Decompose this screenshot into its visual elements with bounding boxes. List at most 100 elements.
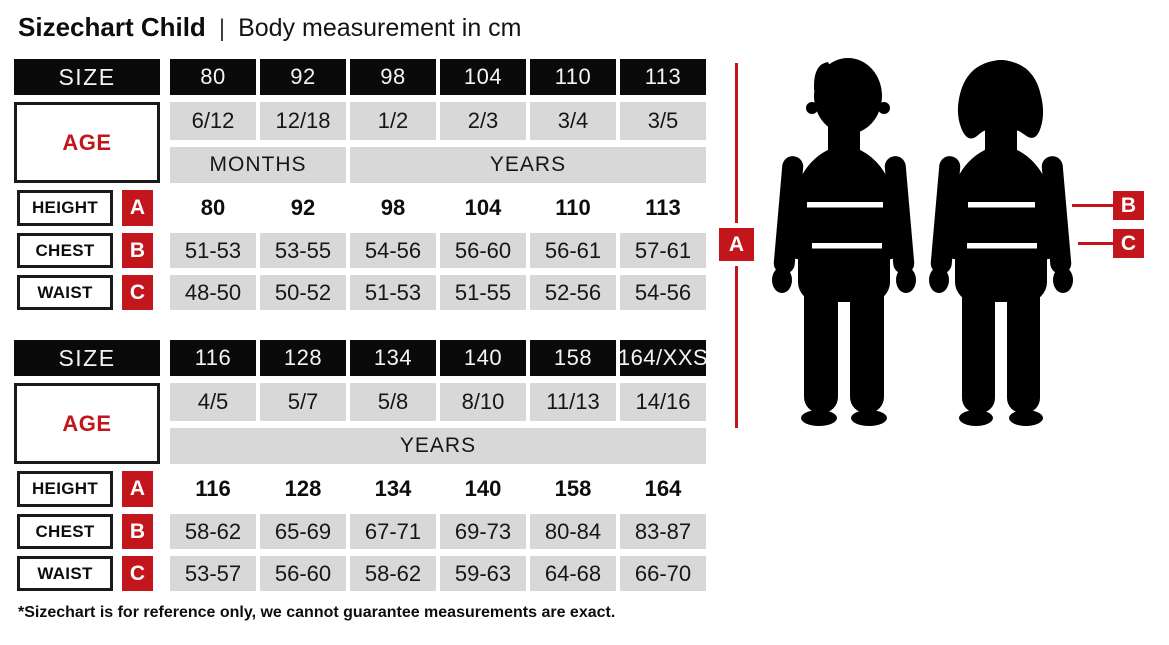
waist-value-cell: 51-55 [440, 275, 526, 310]
waist-row-label: WAIST C [14, 556, 166, 591]
chest-value-cell: 69-73 [440, 514, 526, 549]
waist-badge: C [1113, 229, 1144, 258]
height-badge: A [719, 228, 754, 261]
measure-label-box: CHEST [17, 514, 113, 549]
height-row-label: HEIGHT A [14, 471, 166, 507]
chest-value-cell: 54-56 [350, 233, 436, 268]
age-value-cell: 4/5 [170, 383, 256, 421]
title-divider: | [218, 15, 226, 42]
age-unit-years-cell: YEARS [350, 147, 706, 183]
size-header-cell: SIZE [14, 59, 160, 95]
size-value-cell: 110 [530, 59, 616, 95]
measure-label-box: HEIGHT [17, 190, 113, 226]
height-value-cell: 116 [170, 471, 256, 507]
size-value-cell: 140 [440, 340, 526, 376]
height-value-cell: 104 [440, 190, 526, 226]
age-value-cell: 1/2 [350, 102, 436, 140]
size-value-cell: 128 [260, 340, 346, 376]
height-measure-line-upper [735, 63, 738, 223]
measure-badge-c: C [122, 556, 153, 591]
chest-measure-line [1072, 204, 1113, 207]
measure-badge-a: A [122, 190, 153, 226]
measure-badge-b: B [122, 233, 153, 268]
waist-value-cell: 48-50 [170, 275, 256, 310]
chest-value-cell: 53-55 [260, 233, 346, 268]
measure-label-box: HEIGHT [17, 471, 113, 507]
height-value-cell: 158 [530, 471, 616, 507]
girl-silhouette-icon [929, 60, 1073, 426]
waist-value-cell: 66-70 [620, 556, 706, 591]
waist-value-cell: 52-56 [530, 275, 616, 310]
waist-value-cell: 54-56 [620, 275, 706, 310]
chest-value-cell: 51-53 [170, 233, 256, 268]
waist-row-label: WAIST C [14, 275, 166, 310]
age-header-cell: AGE [14, 102, 160, 183]
measure-badge-c: C [122, 275, 153, 310]
height-measure-line-lower [735, 266, 738, 428]
age-unit-years-cell: YEARS [170, 428, 706, 464]
height-row-label: HEIGHT A [14, 190, 166, 226]
age-value-cell: 5/7 [260, 383, 346, 421]
chest-badge: B [1113, 191, 1144, 220]
size-value-cell: 164/XXS [618, 340, 708, 376]
measure-label-box: WAIST [17, 556, 113, 591]
height-value-cell: 164 [620, 471, 706, 507]
size-value-cell: 113 [620, 59, 706, 95]
height-value-cell: 113 [620, 190, 706, 226]
chest-value-cell: 56-61 [530, 233, 616, 268]
size-value-cell: 98 [350, 59, 436, 95]
waist-value-cell: 59-63 [440, 556, 526, 591]
age-value-cell: 2/3 [440, 102, 526, 140]
waist-value-cell: 53-57 [170, 556, 256, 591]
chest-value-cell: 56-60 [440, 233, 526, 268]
age-value-cell: 8/10 [440, 383, 526, 421]
size-value-cell: 116 [170, 340, 256, 376]
height-value-cell: 128 [260, 471, 346, 507]
boy-silhouette-icon [772, 58, 916, 426]
size-value-cell: 134 [350, 340, 436, 376]
chest-row-label: CHEST B [14, 514, 166, 549]
waist-value-cell: 58-62 [350, 556, 436, 591]
chest-value-cell: 65-69 [260, 514, 346, 549]
waist-value-cell: 51-53 [350, 275, 436, 310]
age-value-cell: 5/8 [350, 383, 436, 421]
chest-value-cell: 83-87 [620, 514, 706, 549]
height-value-cell: 80 [170, 190, 256, 226]
age-value-cell: 3/5 [620, 102, 706, 140]
chest-value-cell: 67-71 [350, 514, 436, 549]
height-value-cell: 92 [260, 190, 346, 226]
chest-value-cell: 80-84 [530, 514, 616, 549]
size-table-toddler: SIZE 80 92 98 104 110 113 AGE 6/12 12/18… [14, 59, 706, 310]
waist-value-cell: 50-52 [260, 275, 346, 310]
chest-row-label: CHEST B [14, 233, 166, 268]
size-value-cell: 158 [530, 340, 616, 376]
waist-value-cell: 64-68 [530, 556, 616, 591]
height-value-cell: 134 [350, 471, 436, 507]
age-header-cell: AGE [14, 383, 160, 464]
footnote: *Sizechart is for reference only, we can… [18, 604, 616, 621]
size-value-cell: 104 [440, 59, 526, 95]
measure-label-box: WAIST [17, 275, 113, 310]
height-value-cell: 110 [530, 190, 616, 226]
title-subtitle: Body measurement in cm [238, 14, 522, 42]
age-value-cell: 6/12 [170, 102, 256, 140]
chest-value-cell: 58-62 [170, 514, 256, 549]
height-value-cell: 140 [440, 471, 526, 507]
age-value-cell: 3/4 [530, 102, 616, 140]
size-value-cell: 92 [260, 59, 346, 95]
age-value-cell: 14/16 [620, 383, 706, 421]
age-unit-months-cell: MONTHS [170, 147, 346, 183]
page-title: Sizechart Child | Body measurement in cm [18, 12, 522, 43]
size-table-child: SIZE 116 128 134 140 158 164/XXS AGE 4/5… [14, 340, 708, 591]
age-value-cell: 11/13 [530, 383, 616, 421]
measure-badge-b: B [122, 514, 153, 549]
waist-measure-line [1078, 242, 1113, 245]
chest-value-cell: 57-61 [620, 233, 706, 268]
measure-label-box: CHEST [17, 233, 113, 268]
size-value-cell: 80 [170, 59, 256, 95]
age-value-cell: 12/18 [260, 102, 346, 140]
height-value-cell: 98 [350, 190, 436, 226]
size-header-cell: SIZE [14, 340, 160, 376]
waist-value-cell: 56-60 [260, 556, 346, 591]
